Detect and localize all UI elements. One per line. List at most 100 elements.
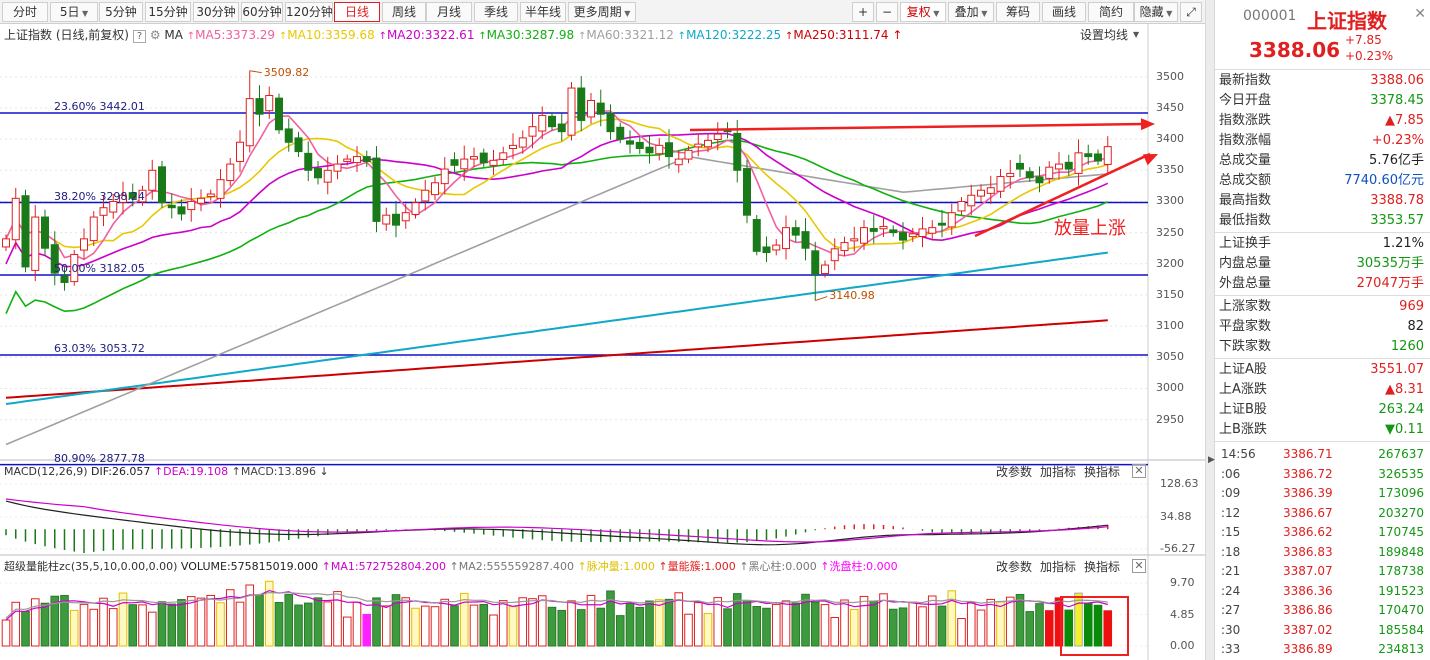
candle[interactable] (1035, 166, 1044, 193)
collapse-arrow-icon[interactable]: ▶ (1208, 455, 1215, 465)
volume-bar[interactable] (430, 606, 440, 647)
volume-bar[interactable] (177, 599, 186, 647)
volume-bar[interactable] (245, 584, 255, 647)
candle[interactable] (479, 148, 488, 167)
tool-button-4[interactable]: 筹码 (996, 2, 1040, 22)
candle[interactable] (265, 86, 274, 119)
period-button-5[interactable]: 60分钟 (241, 2, 283, 22)
volume-bar[interactable] (498, 600, 508, 647)
volume-bar[interactable] (362, 613, 372, 647)
volume-bar[interactable] (586, 594, 596, 647)
volume-bar[interactable] (420, 605, 430, 647)
candle[interactable] (1045, 161, 1054, 184)
volume-bar[interactable] (820, 604, 830, 647)
candle[interactable] (109, 193, 118, 219)
volume-bar[interactable] (518, 597, 528, 647)
volume-bar[interactable] (684, 613, 693, 647)
volume-bar[interactable] (235, 601, 245, 647)
volume-bar[interactable] (1015, 593, 1025, 647)
volume-bar[interactable] (284, 594, 294, 647)
close-icon[interactable]: ✕ (1414, 6, 1426, 22)
volume-bar[interactable] (157, 601, 167, 647)
volume-bar[interactable] (401, 597, 411, 647)
chart-canvas[interactable] (0, 24, 1205, 660)
candle[interactable] (694, 133, 703, 157)
period-button-8[interactable]: 周线 (382, 2, 426, 22)
candle[interactable] (440, 157, 449, 195)
volume-bar[interactable] (703, 613, 713, 647)
candle[interactable] (606, 104, 615, 140)
volume-bar[interactable] (459, 592, 469, 647)
close-icon[interactable]: ✕ (1132, 464, 1146, 478)
candle[interactable] (908, 227, 917, 243)
candle[interactable] (314, 161, 322, 185)
period-button-12[interactable]: 更多周期 ▼ (568, 2, 636, 22)
candle[interactable] (840, 236, 849, 256)
candle[interactable] (1025, 167, 1034, 182)
volume-bar[interactable] (606, 590, 615, 647)
volume-bar[interactable] (732, 593, 742, 647)
candle[interactable] (50, 231, 59, 286)
candle[interactable] (782, 215, 790, 260)
candle[interactable] (167, 193, 176, 219)
volume-bar[interactable] (333, 591, 342, 647)
candle[interactable] (294, 131, 303, 157)
volume-bar[interactable] (1083, 602, 1093, 647)
volume-bar[interactable] (30, 598, 40, 647)
candle[interactable] (528, 113, 537, 149)
macd-button-2[interactable]: 换指标 (1084, 465, 1121, 479)
volume-bar[interactable] (596, 607, 606, 647)
candle[interactable] (947, 203, 956, 235)
candle[interactable] (557, 113, 566, 142)
volume-bar[interactable] (567, 600, 576, 647)
volume-bar[interactable] (1093, 604, 1103, 647)
volume-bar[interactable] (303, 602, 313, 647)
volume-bar[interactable] (742, 599, 752, 647)
panel-splitter[interactable]: ▶ (1205, 0, 1215, 660)
candle[interactable] (333, 155, 342, 180)
candle[interactable] (138, 185, 147, 206)
candle[interactable] (791, 220, 800, 242)
candle[interactable] (626, 130, 634, 154)
period-button-3[interactable]: 15分钟 (145, 2, 191, 22)
tick-list[interactable]: 14:56 3386.71 267637:06 3386.72 326535:09 338… (1215, 442, 1430, 660)
volume-bar[interactable] (947, 590, 957, 647)
period-button-1[interactable]: 5日 ▼ (50, 2, 98, 22)
volume-button-1[interactable]: 加指标 (1040, 560, 1077, 574)
candle[interactable] (811, 241, 820, 301)
period-button-9[interactable]: 月线 (426, 2, 472, 22)
volume-bar[interactable] (898, 607, 908, 647)
period-button-2[interactable]: 5分钟 (99, 2, 143, 22)
candle[interactable] (2, 234, 10, 252)
candle[interactable] (538, 106, 547, 140)
tool-button-0[interactable]: + (852, 2, 874, 22)
tool-button-1[interactable]: − (876, 2, 898, 22)
candle[interactable] (684, 145, 693, 164)
volume-bar[interactable] (840, 599, 849, 647)
volume-bar[interactable] (976, 609, 986, 647)
volume-bar[interactable] (79, 603, 89, 647)
candle[interactable] (821, 260, 829, 278)
candle[interactable] (11, 187, 20, 250)
candle[interactable] (353, 146, 361, 172)
volume-bar[interactable] (206, 594, 216, 647)
volume-bar[interactable] (50, 595, 60, 647)
volume-bar[interactable] (128, 604, 138, 647)
candle[interactable] (752, 215, 761, 256)
volume-bar[interactable] (771, 603, 781, 647)
chart-area[interactable]: 3500 3450 3400 3350 3300 3250 3200 3150 3100 3050… (0, 24, 1205, 660)
candle[interactable] (470, 147, 478, 168)
period-button-7[interactable]: 日线 (334, 2, 380, 22)
volume-bar[interactable] (352, 601, 362, 647)
volume-bar[interactable] (693, 602, 703, 647)
volume-bar[interactable] (411, 607, 420, 647)
volume-bar[interactable] (450, 605, 459, 647)
candle[interactable] (635, 136, 644, 154)
candle[interactable] (343, 154, 352, 166)
candle[interactable] (362, 150, 371, 167)
volume-bar[interactable] (264, 580, 274, 647)
volume-bar[interactable] (1, 619, 11, 647)
volume-bar[interactable] (781, 600, 791, 647)
volume-bar[interactable] (879, 593, 888, 647)
volume-bar[interactable] (645, 600, 654, 647)
